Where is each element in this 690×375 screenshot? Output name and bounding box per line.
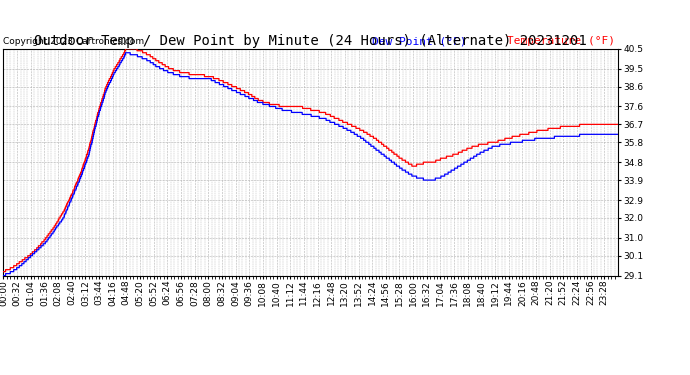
Text: Copyright 2023 Cartronics.com: Copyright 2023 Cartronics.com [3,38,145,46]
Text: Temperature (°F): Temperature (°F) [507,36,615,46]
Text: Dew Point (°F): Dew Point (°F) [372,36,466,46]
Title: Outdoor Temp / Dew Point by Minute (24 Hours) (Alternate) 20231201: Outdoor Temp / Dew Point by Minute (24 H… [34,34,587,48]
